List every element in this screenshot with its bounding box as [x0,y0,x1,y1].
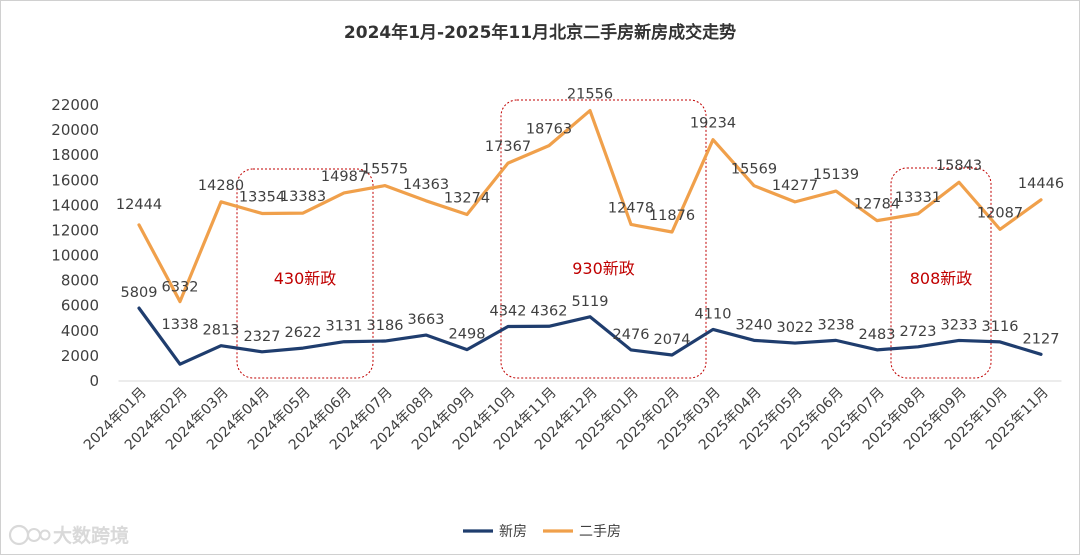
legend: 新房 二手房 [463,524,621,540]
new-homes-value-label: 3022 [777,320,814,336]
annotation-layer: 430新政 930新政 808新政 [236,99,992,379]
resale-value-label: 17367 [485,139,531,155]
y-tick-label: 22000 [51,96,99,114]
resale-value-label: 18763 [526,122,572,138]
new-homes-value-label: 2622 [285,325,322,341]
resale-value-label: 13383 [280,189,326,205]
resale-value-label: 12478 [608,200,654,216]
new-homes-value-label: 3663 [408,312,445,328]
y-tick-label: 8000 [61,272,99,290]
new-homes-value-label: 4110 [695,306,732,322]
new-homes-value-label: 3131 [326,319,363,335]
resale-value-label: 19234 [690,116,736,132]
resale-value-label: 13354 [239,189,285,205]
legend-label: 二手房 [579,524,621,540]
resale-value-label: 14280 [198,178,244,194]
new-homes-value-label: 3238 [818,317,855,333]
y-tick-label: 6000 [61,297,99,315]
new-homes-value-label: 4362 [531,303,568,319]
series-layer [137,108,1043,366]
resale-value-label: 14446 [1018,176,1064,192]
resale-value-label: 13331 [895,190,941,206]
resale-value-label: 14363 [403,177,449,193]
new-homes-value-label: 3240 [736,317,773,333]
y-tick-label: 12000 [51,221,99,239]
policy-annotation-label: 430新政 [274,269,337,288]
policy-annotation-label: 808新政 [910,269,973,288]
y-tick-label: 0 [89,372,99,390]
resale-value-label: 14277 [772,178,818,194]
y-tick-label: 16000 [51,171,99,189]
resale-value-label: 15575 [362,162,408,178]
watermark: 大数跨境 [8,524,129,547]
new-homes-value-label: 3116 [982,319,1019,335]
chart-title: 2024年1月-2025年11月北京二手房新房成交走势 [344,22,736,43]
resale-value-label: 12087 [977,205,1023,221]
policy-annotation-label: 930新政 [572,259,635,278]
y-tick-label: 18000 [51,146,99,164]
new-homes-value-label: 5119 [572,294,609,310]
policy-highlight-box [890,167,992,379]
resale-value-label: 13274 [444,190,490,206]
y-axis: 0 2000 4000 6000 8000 10000 12000 14000 16000 180… [51,96,99,390]
new-homes-value-label: 2476 [613,327,650,343]
policy-highlight-box [500,99,707,379]
new-homes-value-label: 3186 [367,318,404,334]
resale-value-label: 12784 [854,197,900,213]
new-homes-value-label: 2498 [449,327,486,343]
resale-value-label: 11876 [649,208,695,224]
resale-value-label: 15139 [813,167,859,183]
resale-value-label: 14987 [321,169,367,185]
watermark-logo-icon [8,524,51,546]
resale-value-label: 12444 [116,197,162,213]
new-homes-value-label: 2813 [203,323,240,339]
y-tick-label: 20000 [51,121,99,139]
resale-value-label: 15569 [731,162,777,178]
x-axis: 2024年01月2024年02月2024年03月2024年04月2024年05月… [81,380,1062,453]
legend-label: 新房 [499,524,527,540]
watermark-text: 大数跨境 [53,524,129,547]
new-homes-value-label: 4342 [490,304,527,320]
new-homes-value-label: 5809 [121,285,158,301]
new-homes-value-label: 1338 [162,317,199,333]
new-homes-value-label: 2483 [859,327,896,343]
resale-value-label: 6332 [162,280,199,296]
resale-value-label: 21556 [567,87,613,103]
y-tick-label: 14000 [51,196,99,214]
y-tick-label: 2000 [61,347,99,365]
y-tick-label: 4000 [61,322,99,340]
new-homes-value-label: 2127 [1023,331,1060,347]
resale-value-label: 15843 [936,158,982,174]
new-homes-value-label: 2327 [244,329,281,345]
y-tick-label: 10000 [51,247,99,265]
new-homes-value-label: 2723 [900,324,937,340]
new-homes-value-label: 3233 [941,317,978,333]
policy-highlight-box [236,168,374,379]
new-homes-value-label: 2074 [654,332,691,348]
